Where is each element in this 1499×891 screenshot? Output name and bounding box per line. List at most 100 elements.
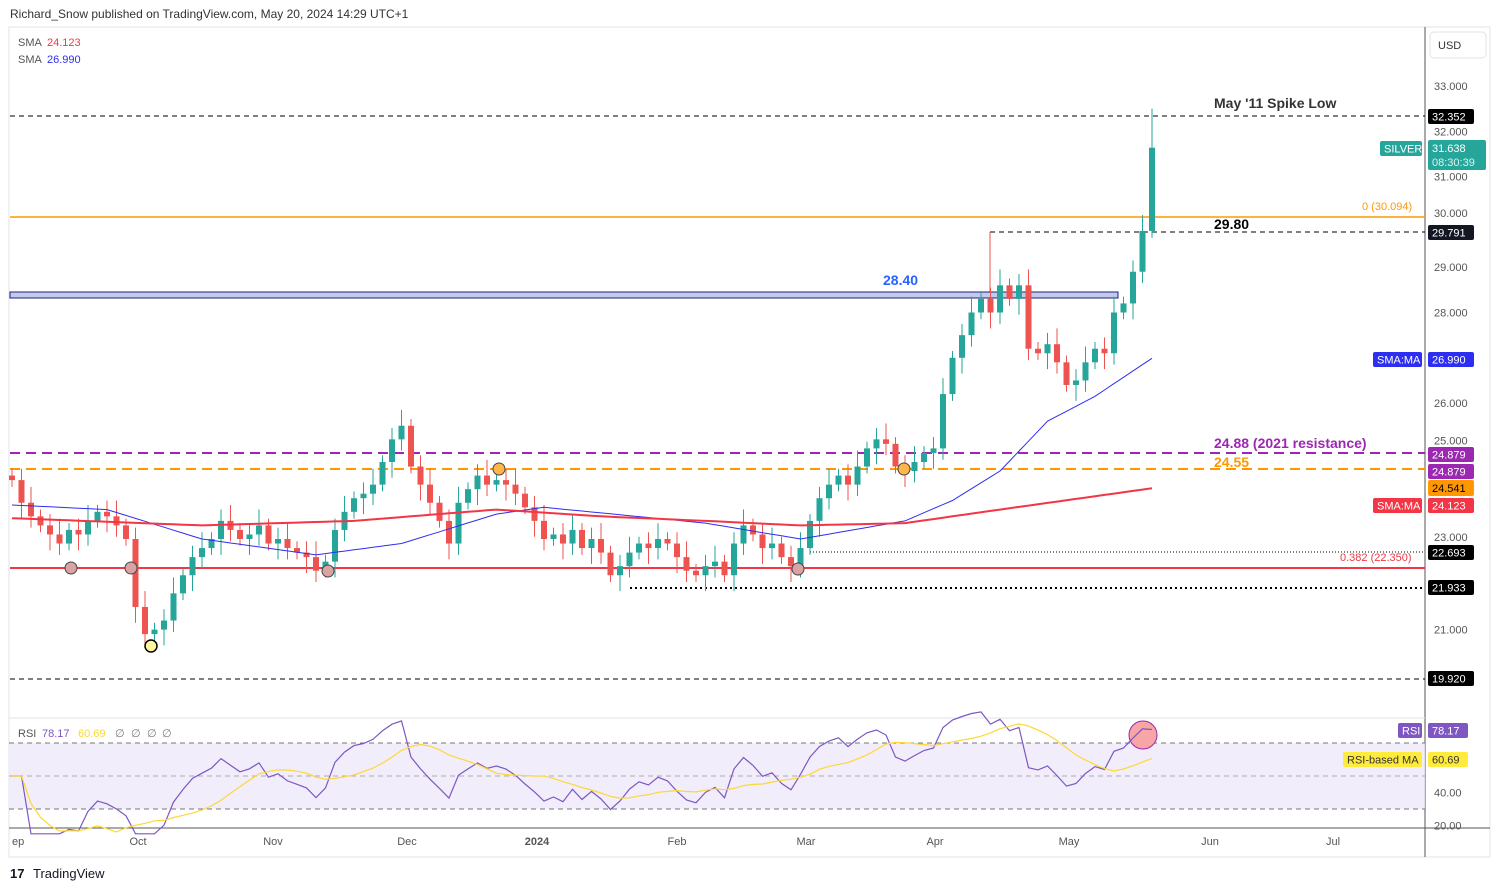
candle-body[interactable]	[1073, 380, 1079, 385]
candle-body[interactable]	[883, 439, 889, 444]
candle-body[interactable]	[636, 543, 642, 553]
price-axis[interactable]: 33.000 32.000 31.000 30.000 29.000 28.000 26.0…	[1434, 81, 1468, 833]
candle-body[interactable]	[151, 629, 158, 635]
candle-body[interactable]	[303, 552, 310, 558]
candle-body[interactable]	[1111, 312, 1117, 354]
candle-body[interactable]	[180, 575, 186, 594]
candle-body[interactable]	[275, 539, 281, 544]
candle-body[interactable]	[170, 593, 177, 621]
candle-body[interactable]	[588, 539, 595, 549]
candle-body[interactable]	[351, 498, 357, 512]
candle-body[interactable]	[750, 525, 756, 535]
candle-body[interactable]	[85, 520, 91, 535]
candle-body[interactable]	[560, 534, 566, 544]
candle-body[interactable]	[721, 561, 728, 576]
candle-body[interactable]	[702, 566, 709, 576]
candle-body[interactable]	[911, 461, 918, 472]
candle-body[interactable]	[617, 566, 623, 576]
candle-body[interactable]	[1101, 348, 1108, 354]
candle-body[interactable]	[1025, 285, 1032, 349]
candle-body[interactable]	[294, 548, 300, 553]
candle-body[interactable]	[921, 452, 927, 462]
time-axis[interactable]: ep Oct Nov Dec 2024 Feb Mar Apr May Jun Jul	[12, 836, 1340, 848]
candle-body[interactable]	[75, 529, 82, 535]
rsi-line[interactable]	[12, 711, 1153, 835]
candle-body[interactable]	[47, 525, 53, 535]
candle-body[interactable]	[360, 493, 367, 499]
candle-body[interactable]	[968, 312, 975, 336]
candle-body[interactable]	[807, 520, 813, 549]
candle-body[interactable]	[1149, 147, 1155, 231]
candle-body[interactable]	[541, 520, 547, 539]
candle-body[interactable]	[123, 525, 129, 539]
candle-body[interactable]	[778, 543, 785, 558]
candle-body[interactable]	[465, 489, 471, 503]
candle-body[interactable]	[1035, 348, 1041, 354]
candle-body[interactable]	[503, 480, 509, 485]
candle-body[interactable]	[1082, 362, 1089, 381]
candle-body[interactable]	[854, 466, 861, 485]
candle-body[interactable]	[683, 557, 690, 571]
candle-body[interactable]	[579, 529, 585, 549]
candle-body[interactable]	[864, 448, 870, 467]
rsi-ma-line[interactable]	[12, 723, 1153, 833]
candle-body[interactable]	[645, 543, 652, 549]
candle-body[interactable]	[731, 543, 737, 576]
candle-body[interactable]	[664, 539, 671, 544]
candle-body[interactable]	[759, 534, 766, 549]
candle-body[interactable]	[9, 475, 15, 481]
candle-body[interactable]	[674, 543, 680, 558]
candle-body[interactable]	[826, 484, 832, 499]
candle-body[interactable]	[1063, 362, 1070, 385]
candle-body[interactable]	[161, 620, 167, 630]
candle-body[interactable]	[189, 557, 196, 576]
candle-body[interactable]	[113, 516, 120, 526]
candle-body[interactable]	[522, 493, 528, 508]
candle-body[interactable]	[208, 539, 215, 549]
candle-body[interactable]	[66, 529, 72, 544]
candle-body[interactable]	[512, 484, 519, 494]
candle-body[interactable]	[569, 529, 576, 544]
candle-body[interactable]	[531, 507, 538, 521]
candle-body[interactable]	[740, 525, 747, 544]
candle-body[interactable]	[56, 534, 63, 544]
candle-body[interactable]	[1006, 285, 1013, 299]
candle-body[interactable]	[446, 520, 452, 544]
sma-50-line[interactable]	[11, 357, 1153, 556]
candle-body[interactable]	[313, 557, 319, 571]
candle-body[interactable]	[607, 552, 614, 576]
candle-body[interactable]	[265, 525, 272, 544]
candle-body[interactable]	[1130, 271, 1136, 304]
candle-body[interactable]	[626, 552, 633, 567]
candle-body[interactable]	[142, 606, 148, 635]
candle-body[interactable]	[712, 561, 718, 567]
candle-body[interactable]	[1044, 344, 1051, 354]
candle-body[interactable]	[1092, 348, 1098, 363]
currency-button[interactable]	[1429, 31, 1487, 59]
candle-body[interactable]	[987, 298, 994, 313]
candle-body[interactable]	[493, 480, 500, 485]
candle-body[interactable]	[246, 534, 253, 539]
candle-body[interactable]	[550, 534, 557, 539]
candle-body[interactable]	[693, 570, 699, 576]
zone-2840[interactable]	[9, 291, 1119, 299]
candle-body[interactable]	[959, 335, 965, 358]
candle-body[interactable]	[417, 466, 424, 485]
candle-body[interactable]	[132, 539, 139, 607]
candle-body[interactable]	[427, 484, 433, 503]
candle-body[interactable]	[484, 475, 490, 485]
candle-body[interactable]	[370, 484, 376, 494]
candle-body[interactable]	[455, 502, 462, 544]
candle-body[interactable]	[104, 511, 110, 517]
candle-body[interactable]	[398, 425, 405, 440]
candle-body[interactable]	[892, 443, 899, 467]
candle-body[interactable]	[332, 529, 338, 562]
candle-body[interactable]	[769, 543, 775, 549]
candle-body[interactable]	[474, 475, 481, 490]
candle-body[interactable]	[218, 520, 224, 539]
candle-body[interactable]	[284, 539, 291, 549]
candle-body[interactable]	[598, 539, 604, 553]
candle-body[interactable]	[797, 548, 804, 567]
candle-body[interactable]	[389, 439, 395, 462]
sma-200-line[interactable]	[11, 487, 1153, 527]
